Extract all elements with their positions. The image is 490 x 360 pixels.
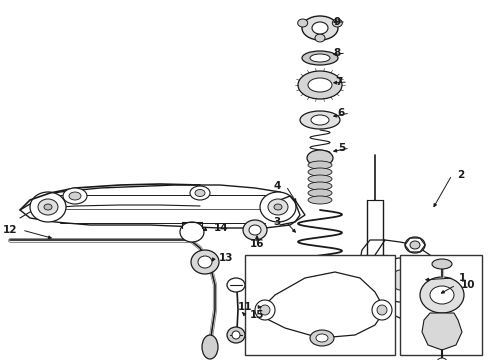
Text: 8: 8 — [334, 48, 341, 58]
Polygon shape — [370, 240, 438, 318]
Ellipse shape — [63, 188, 87, 204]
Ellipse shape — [437, 358, 447, 360]
Ellipse shape — [298, 19, 308, 27]
Text: 1: 1 — [459, 273, 466, 283]
Ellipse shape — [377, 305, 387, 315]
Ellipse shape — [430, 286, 454, 304]
Ellipse shape — [410, 241, 420, 249]
Ellipse shape — [315, 34, 325, 42]
Ellipse shape — [249, 225, 261, 235]
Ellipse shape — [382, 258, 418, 302]
Ellipse shape — [44, 204, 52, 210]
Ellipse shape — [268, 199, 288, 215]
Text: 5: 5 — [338, 143, 345, 153]
Ellipse shape — [243, 220, 267, 240]
Text: 10: 10 — [461, 280, 475, 290]
Ellipse shape — [227, 278, 245, 292]
Text: 16: 16 — [250, 239, 264, 249]
Ellipse shape — [405, 237, 425, 253]
Ellipse shape — [308, 175, 332, 183]
Ellipse shape — [290, 321, 350, 349]
Ellipse shape — [298, 71, 342, 99]
Bar — [245, 255, 395, 355]
Ellipse shape — [311, 115, 329, 125]
Text: 4: 4 — [273, 181, 281, 191]
Ellipse shape — [260, 305, 270, 315]
Ellipse shape — [180, 222, 204, 242]
Ellipse shape — [260, 192, 296, 222]
Ellipse shape — [300, 111, 340, 129]
Ellipse shape — [310, 54, 330, 62]
Text: 12: 12 — [2, 225, 17, 235]
Ellipse shape — [310, 330, 334, 346]
Ellipse shape — [302, 16, 338, 40]
Ellipse shape — [232, 331, 240, 339]
Ellipse shape — [308, 182, 332, 190]
Ellipse shape — [308, 189, 332, 197]
Ellipse shape — [308, 196, 332, 204]
Ellipse shape — [420, 277, 464, 313]
Ellipse shape — [227, 327, 245, 343]
Ellipse shape — [308, 161, 332, 169]
Text: 11: 11 — [238, 302, 252, 312]
Ellipse shape — [432, 259, 452, 269]
Text: 13: 13 — [219, 253, 234, 263]
Ellipse shape — [312, 331, 328, 339]
Bar — [400, 255, 482, 355]
Text: 3: 3 — [274, 217, 281, 227]
Ellipse shape — [312, 22, 328, 34]
Ellipse shape — [308, 78, 332, 92]
Ellipse shape — [294, 304, 346, 320]
Text: 2: 2 — [457, 170, 464, 180]
Ellipse shape — [198, 256, 212, 268]
Ellipse shape — [38, 199, 58, 215]
Polygon shape — [20, 185, 305, 228]
Ellipse shape — [69, 192, 81, 200]
Ellipse shape — [307, 150, 333, 166]
Ellipse shape — [195, 189, 205, 197]
Polygon shape — [260, 272, 385, 338]
Ellipse shape — [332, 19, 343, 27]
Ellipse shape — [274, 204, 282, 210]
Ellipse shape — [190, 186, 210, 200]
Ellipse shape — [191, 250, 219, 274]
Text: 14: 14 — [214, 223, 229, 233]
Polygon shape — [422, 313, 462, 350]
Ellipse shape — [302, 51, 338, 65]
Ellipse shape — [30, 192, 66, 222]
Ellipse shape — [392, 270, 408, 290]
Text: 15: 15 — [250, 310, 265, 320]
Ellipse shape — [202, 335, 218, 359]
Text: 9: 9 — [334, 17, 341, 27]
Ellipse shape — [308, 168, 332, 176]
Text: 6: 6 — [338, 108, 345, 118]
Text: 7: 7 — [336, 77, 343, 87]
Ellipse shape — [255, 300, 275, 320]
Ellipse shape — [302, 327, 338, 343]
Ellipse shape — [316, 334, 328, 342]
Ellipse shape — [372, 300, 392, 320]
